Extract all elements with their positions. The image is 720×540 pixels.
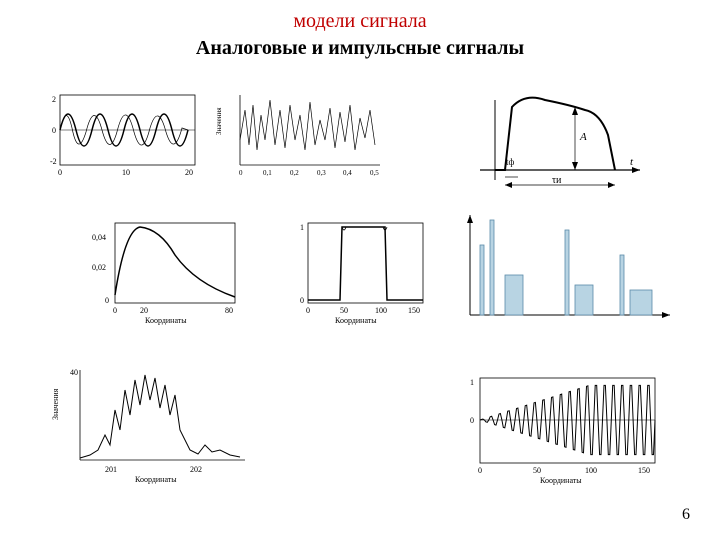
spectrum-xlabel: Координаты	[135, 475, 177, 484]
svg-text:Значения: Значения	[215, 107, 223, 135]
sine-panel: 2 0 -2 0 10 20	[40, 90, 200, 180]
svg-text:1: 1	[470, 378, 474, 387]
svg-text:0: 0	[306, 306, 310, 315]
svg-text:0,02: 0,02	[92, 263, 106, 272]
bars-panel	[460, 210, 680, 325]
decay-xlabel: Координаты	[145, 316, 187, 325]
spectrum-panel: 40 Значения 201 202 Координаты	[50, 360, 250, 485]
svg-text:0: 0	[105, 296, 109, 305]
svg-text:0: 0	[52, 126, 56, 135]
label-tau: τи	[552, 175, 562, 186]
svg-text:0: 0	[58, 168, 62, 177]
title-bold: Аналоговые и импульсные сигналы	[0, 33, 720, 60]
label-tf: tф	[506, 157, 515, 167]
spectrum-ylabel: Значения	[51, 388, 60, 420]
label-A: A	[579, 131, 587, 143]
svg-text:20: 20	[140, 306, 148, 315]
svg-text:201: 201	[105, 465, 117, 474]
svg-text:1: 1	[300, 223, 304, 232]
page-number: 6	[682, 506, 690, 524]
svg-text:0,1: 0,1	[263, 169, 272, 177]
svg-text:40: 40	[70, 368, 78, 377]
svg-text:80: 80	[225, 306, 233, 315]
svg-text:0: 0	[470, 416, 474, 425]
svg-text:0: 0	[239, 169, 243, 177]
svg-text:10: 10	[122, 168, 130, 177]
svg-text:150: 150	[638, 466, 650, 475]
svg-text:0: 0	[113, 306, 117, 315]
title-red: модели сигнала	[0, 0, 720, 33]
svg-text:0,5: 0,5	[370, 169, 379, 177]
rect-panel: 1 0 0 50 100 150 Координаты	[290, 215, 430, 325]
svg-text:150: 150	[408, 306, 420, 315]
svg-text:0,3: 0,3	[317, 169, 326, 177]
svg-text:50: 50	[340, 306, 348, 315]
svg-text:202: 202	[190, 465, 202, 474]
svg-text:100: 100	[375, 306, 387, 315]
svg-text:2: 2	[52, 95, 56, 104]
pulse-diagram: A tф τи t	[470, 85, 650, 195]
rect-xlabel: Координаты	[335, 316, 377, 325]
decay-panel: 0,04 0,02 0 0 20 80 Координаты	[90, 215, 240, 325]
burst-panel: 1 0 0 50 100 150 Координаты	[455, 370, 665, 485]
label-t: t	[630, 156, 634, 168]
chart-grid: 2 0 -2 0 10 20 0 0,1 0,2 0,3 0,4 0,5 Зна…	[0, 60, 720, 520]
svg-text:0,2: 0,2	[290, 169, 299, 177]
svg-text:0,4: 0,4	[343, 169, 352, 177]
svg-text:0: 0	[300, 296, 304, 305]
svg-text:0: 0	[478, 466, 482, 475]
burst-xlabel: Координаты	[540, 476, 582, 485]
svg-text:100: 100	[585, 466, 597, 475]
svg-text:50: 50	[533, 466, 541, 475]
svg-text:0,04: 0,04	[92, 233, 106, 242]
svg-text:-2: -2	[50, 157, 57, 166]
svg-text:20: 20	[185, 168, 193, 177]
noisy-panel: 0 0,1 0,2 0,3 0,4 0,5 Значения	[215, 90, 385, 180]
